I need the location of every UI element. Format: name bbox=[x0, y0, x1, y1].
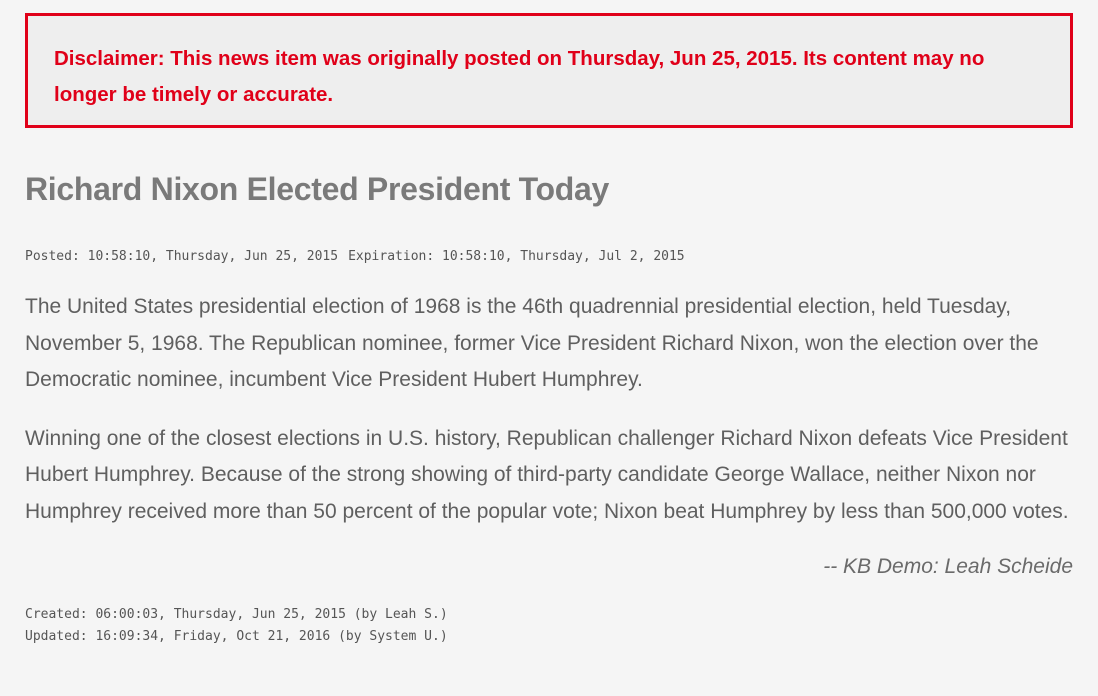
created-info: Created: 06:00:03, Thursday, Jun 25, 201… bbox=[25, 607, 448, 622]
expiration-date: Expiration: 10:58:10, Thursday, Jul 2, 2… bbox=[348, 249, 685, 264]
article-paragraph: The United States presidential election … bbox=[25, 295, 1039, 391]
article-body: The United States presidential election … bbox=[25, 289, 1073, 530]
updated-info: Updated: 16:09:34, Friday, Oct 21, 2016 … bbox=[25, 629, 448, 644]
article-history: Created: 06:00:03, Thursday, Jun 25, 201… bbox=[25, 604, 1073, 648]
disclaimer-banner: Disclaimer: This news item was originall… bbox=[25, 13, 1073, 128]
article-attribution: -- KB Demo: Leah Scheide bbox=[823, 555, 1073, 578]
article-title: Richard Nixon Elected President Today bbox=[25, 171, 610, 207]
article-paragraph: Winning one of the closest elections in … bbox=[25, 426, 1069, 523]
news-item-page: Disclaimer: This news item was originall… bbox=[25, 13, 1073, 648]
disclaimer-text: Disclaimer: This news item was originall… bbox=[54, 47, 985, 106]
article-dates: Posted: 10:58:10, Thursday, Jun 25, 2015… bbox=[25, 248, 1073, 266]
posted-date: Posted: 10:58:10, Thursday, Jun 25, 2015 bbox=[25, 249, 339, 264]
